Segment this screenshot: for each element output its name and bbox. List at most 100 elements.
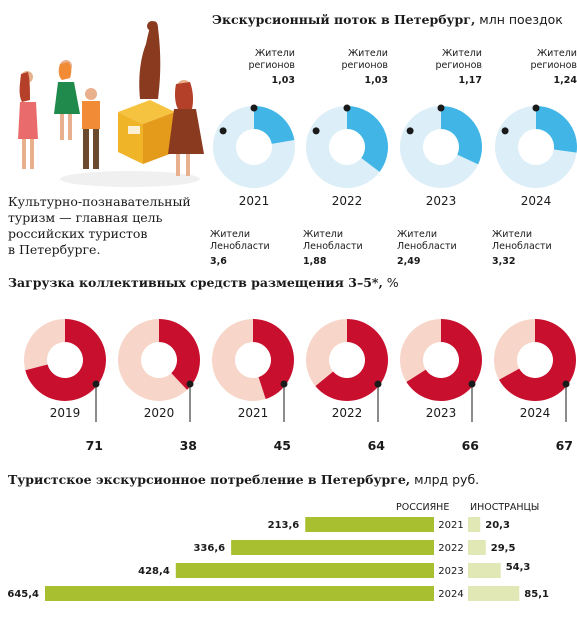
flow-regions-marker-2021 <box>250 104 258 112</box>
occupancy-donut-2022-rest <box>306 319 347 387</box>
occupancy-donut-2019-share <box>25 319 107 401</box>
spend-value-foreigners-2023: 54,3 <box>506 562 531 573</box>
flow-oblast-label-2021: Жители <box>210 229 250 240</box>
spend-year-2021: 2021 <box>438 520 463 531</box>
occupancy-donut-2019-rest <box>23 319 65 371</box>
occupancy-donut-2020-rest <box>117 319 188 401</box>
occupancy-value-2019: 71 <box>86 438 103 453</box>
occupancy-donut-2023-share <box>406 319 482 401</box>
occupancy-donut-2019 <box>23 319 107 401</box>
occupancy-year-2024: 2024 <box>520 406 551 420</box>
flow-oblast-label-2023: Жители <box>397 229 437 240</box>
spend-bar-russians-2023 <box>175 563 435 578</box>
spend-value-foreigners-2022: 29,5 <box>491 543 516 554</box>
occupancy-value-2021: 45 <box>274 438 291 453</box>
flow-donut-2022-share <box>347 106 388 172</box>
flow-oblast-marker-2022 <box>312 127 320 135</box>
occupancy-year-2020: 2020 <box>144 406 175 420</box>
tourists-at-monument-illustration <box>18 21 204 187</box>
flow-donut-chart: Жителирегионов1,032021ЖителиЛенобласти3,… <box>210 48 577 267</box>
occupancy-donut-2023-rest <box>400 319 441 382</box>
flow-regions-label2-2023: регионов <box>436 60 483 71</box>
flow-donut-2023 <box>399 106 482 188</box>
flow-year-2023: 2023 <box>426 194 457 208</box>
spend-value-russians-2023: 428,4 <box>138 566 170 577</box>
occupancy-year-2022: 2022 <box>332 406 363 420</box>
occupancy-value-2020: 38 <box>180 438 197 453</box>
note-text: Культурно-познавательный туризм — главна… <box>8 194 191 257</box>
flow-oblast-value-2021: 3,6 <box>210 256 227 267</box>
spend-value-russians-2021: 213,6 <box>268 520 300 531</box>
flow-year-2022: 2022 <box>332 194 363 208</box>
occupancy-donut-2020 <box>117 319 200 401</box>
flow-regions-value-2022: 1,03 <box>365 75 388 86</box>
flow-oblast-marker-2021 <box>219 127 227 135</box>
occupancy-donut-2024-share <box>499 319 576 401</box>
flow-oblast-label-2022: Жители <box>303 229 343 240</box>
occupancy-donut-2023 <box>400 319 482 401</box>
flow-donut-2023-rest <box>399 106 479 188</box>
flow-year-2024: 2024 <box>521 194 552 208</box>
occupancy-donut-2022 <box>306 319 388 401</box>
flow-oblast-label2-2022: Ленобласти <box>303 241 363 252</box>
spend-bar-foreigners-2023 <box>468 563 501 578</box>
flow-regions-value-2024: 1,24 <box>554 75 577 86</box>
flow-regions-label-2023: Жители <box>442 48 482 59</box>
flow-donut-2022 <box>305 106 388 188</box>
flow-donut-2023-share <box>441 106 482 165</box>
flow-regions-label-2024: Жители <box>537 48 577 59</box>
spend-value-russians-2022: 336,6 <box>193 543 225 554</box>
occupancy-donut-2024-rest <box>494 319 535 380</box>
spend-value-foreigners-2021: 20,3 <box>485 520 510 531</box>
spend-bar-russians-2022 <box>231 540 434 555</box>
flow-donut-2022-rest <box>305 106 380 188</box>
occupancy-donut-chart: 2019 71 2020 38 2021 45 2022 64 2023 66 2024 67 <box>23 319 576 453</box>
spend-bar-foreigners-2022 <box>468 540 486 555</box>
occupancy-title: Загрузка коллективных средств размещения… <box>8 275 399 290</box>
spend-year-2022: 2022 <box>438 543 463 554</box>
occupancy-value-2023: 66 <box>462 438 480 453</box>
flow-oblast-marker-2023 <box>406 127 414 135</box>
occupancy-value-2022: 64 <box>368 438 386 453</box>
occupancy-donut-2024 <box>494 319 576 401</box>
spend-year-2023: 2023 <box>438 566 463 577</box>
spend-bar-foreigners-2024 <box>468 586 520 601</box>
spend-value-russians-2024: 645,4 <box>7 589 39 600</box>
occupancy-donut-2021 <box>211 319 294 401</box>
col-russians-header: РОССИЯНЕ <box>396 502 450 513</box>
flow-donut-2024-share <box>536 106 577 153</box>
flow-regions-label-2022: Жители <box>348 48 388 59</box>
flow-oblast-value-2023: 2,49 <box>397 256 420 267</box>
flow-oblast-label2-2023: Ленобласти <box>397 241 457 252</box>
col-foreigners-header: ИНОСТРАНЦЫ <box>470 502 540 513</box>
flow-regions-label-2021: Жители <box>255 48 295 59</box>
spend-bar-foreigners-2021 <box>468 517 481 532</box>
spend-year-2024: 2024 <box>438 589 463 600</box>
flow-oblast-label-2024: Жители <box>492 229 532 240</box>
flow-title: Экскурсионный поток в Петербург, млн пое… <box>212 12 563 27</box>
flow-regions-marker-2024 <box>532 104 540 112</box>
flow-regions-label2-2022: регионов <box>342 60 389 71</box>
spend-bar-russians-2024 <box>45 586 434 601</box>
spend-value-foreigners-2024: 85,1 <box>524 589 549 600</box>
flow-year-2021: 2021 <box>239 194 270 208</box>
flow-regions-label2-2024: регионов <box>531 60 577 71</box>
flow-regions-value-2021: 1,03 <box>272 75 295 86</box>
flow-regions-marker-2022 <box>343 104 351 112</box>
flow-donut-2021-rest <box>212 106 295 188</box>
flow-oblast-label2-2024: Ленобласти <box>492 241 552 252</box>
occupancy-value-2024: 67 <box>556 438 573 453</box>
flow-donut-2021 <box>212 106 295 188</box>
occupancy-donut-2022-share <box>315 319 388 401</box>
flow-regions-marker-2023 <box>437 104 445 112</box>
flow-regions-value-2023: 1,17 <box>459 75 482 86</box>
flow-oblast-value-2022: 1,88 <box>303 256 327 267</box>
spend-bar-russians-2021 <box>305 517 434 532</box>
occupancy-donut-2021-share <box>253 319 294 399</box>
occupancy-donut-2020-share <box>159 319 200 390</box>
occupancy-year-2023: 2023 <box>426 406 457 420</box>
flow-oblast-value-2024: 3,32 <box>492 256 515 267</box>
flow-regions-label2-2021: регионов <box>249 60 296 71</box>
flow-donut-2024 <box>495 106 577 189</box>
flow-oblast-marker-2024 <box>501 127 509 135</box>
